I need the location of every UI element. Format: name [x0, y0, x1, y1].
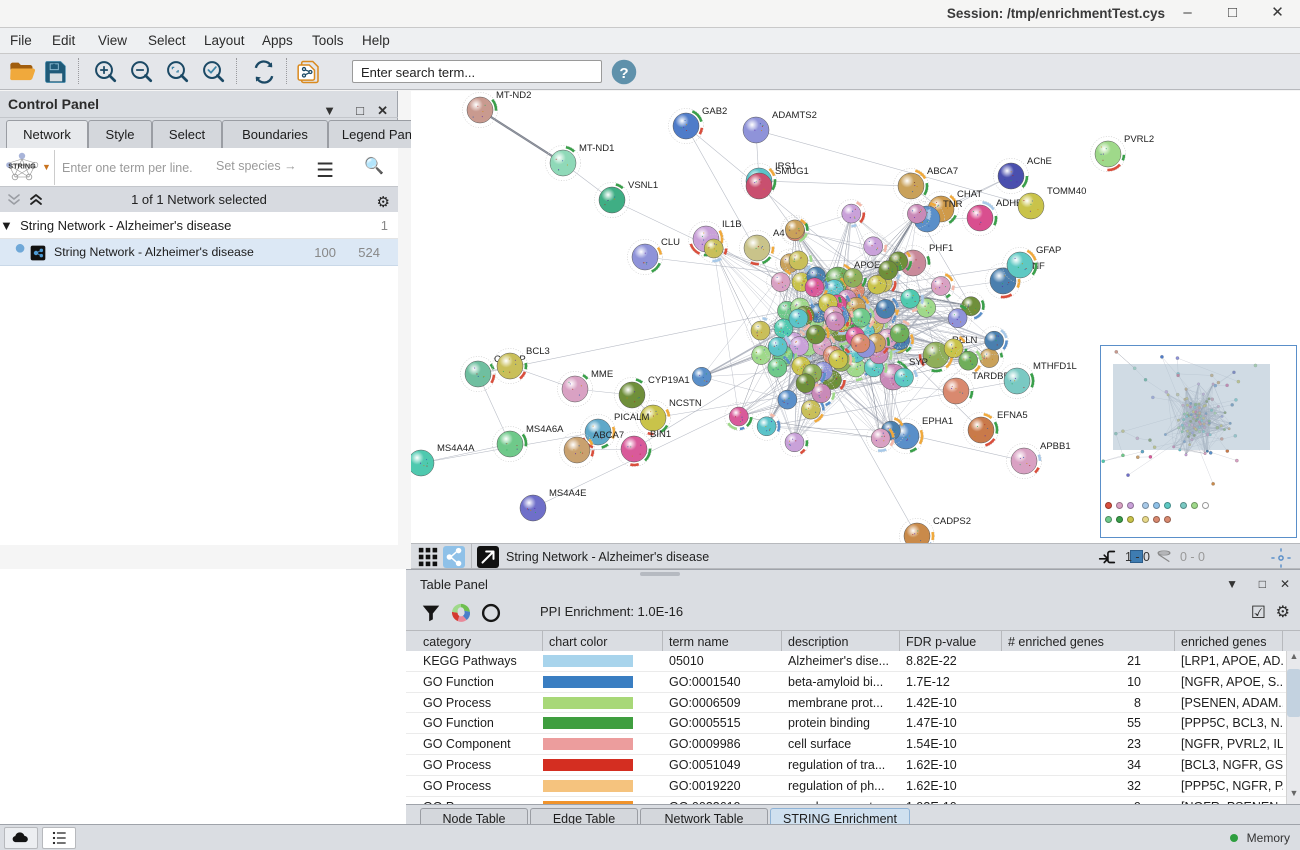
- svg-text:APBB1: APBB1: [1040, 441, 1071, 452]
- svg-text:APOE: APOE: [854, 260, 880, 271]
- svg-text:SYP: SYP: [909, 357, 928, 368]
- svg-text:BCL3: BCL3: [526, 346, 550, 357]
- svg-text:PHF1: PHF1: [929, 243, 953, 254]
- svg-text:CYP19A1: CYP19A1: [648, 375, 690, 386]
- svg-text:PICALM: PICALM: [614, 412, 649, 423]
- svg-text:SMUG1: SMUG1: [775, 166, 809, 177]
- svg-text:GFAP: GFAP: [1036, 245, 1061, 256]
- svg-text:IL1B: IL1B: [722, 219, 742, 230]
- svg-text:MTHFD1L: MTHFD1L: [1033, 361, 1077, 372]
- svg-text:PVRL2: PVRL2: [1124, 134, 1154, 145]
- svg-text:NCSTN: NCSTN: [669, 398, 702, 409]
- svg-text:AChE: AChE: [1027, 156, 1052, 167]
- svg-text:STRING: STRING: [8, 162, 36, 171]
- svg-text:TOMM40: TOMM40: [1047, 186, 1086, 197]
- svg-text:MS4A6A: MS4A6A: [526, 424, 564, 435]
- svg-text:A4: A4: [773, 228, 785, 239]
- svg-text:ADAMTS2: ADAMTS2: [772, 110, 817, 121]
- svg-text:GAB2: GAB2: [702, 106, 727, 117]
- svg-text:?: ?: [619, 65, 628, 82]
- svg-text:MT-ND2: MT-ND2: [496, 91, 531, 101]
- svg-text:BIN1: BIN1: [650, 429, 671, 440]
- svg-text:ABCA7: ABCA7: [927, 166, 958, 177]
- svg-text:CADPS2: CADPS2: [933, 516, 971, 527]
- svg-text:MS4A4A: MS4A4A: [437, 443, 475, 454]
- svg-text:MME: MME: [591, 369, 613, 380]
- svg-text:CLU: CLU: [661, 237, 680, 248]
- svg-text:VSNL1: VSNL1: [628, 180, 658, 191]
- svg-text:MS4A4E: MS4A4E: [549, 488, 587, 499]
- svg-text:TNR: TNR: [943, 199, 963, 210]
- svg-text:MT-ND1: MT-ND1: [579, 143, 614, 154]
- svg-text:EFNA5: EFNA5: [997, 410, 1028, 421]
- svg-text:EPHA1: EPHA1: [922, 416, 953, 427]
